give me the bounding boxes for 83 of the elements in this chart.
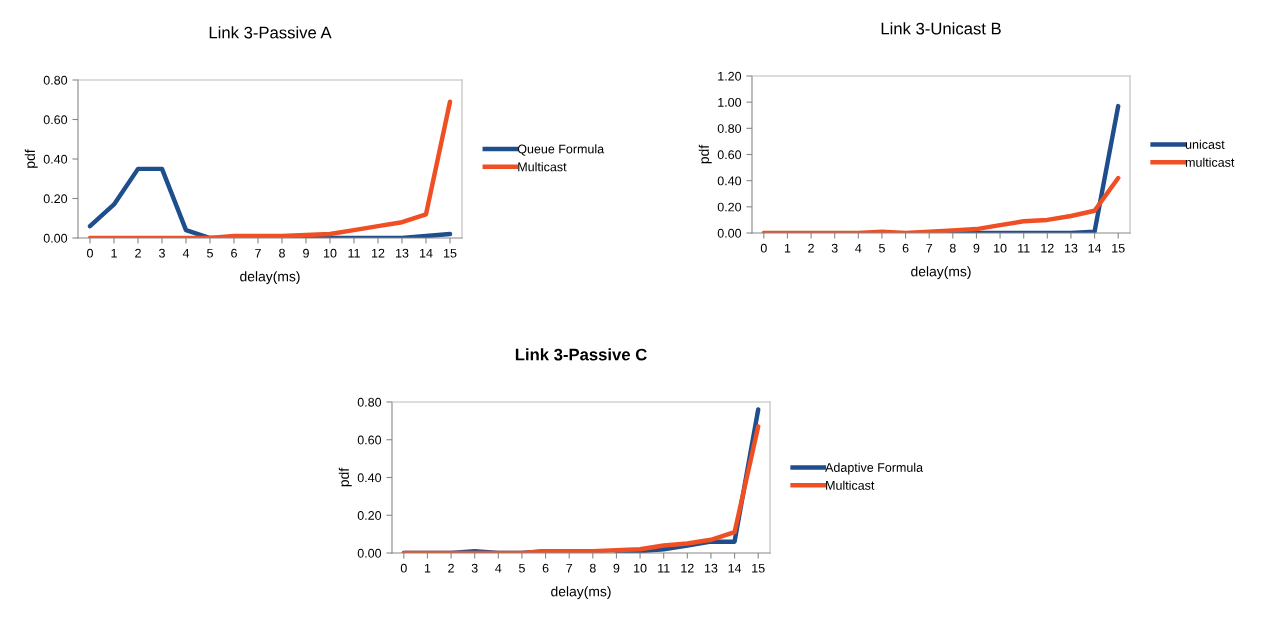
x-tick-label: 7 — [255, 248, 261, 258]
x-tick-label: 8 — [589, 563, 596, 573]
x-tick-label: 15 — [444, 248, 457, 258]
x-tick-label: 4 — [182, 248, 190, 258]
x-tick-label: 8 — [949, 243, 956, 253]
y-tick-label: 1.20 — [718, 71, 742, 81]
x-tick-label: 14 — [420, 248, 433, 258]
x-tick-label: 10 — [634, 563, 647, 573]
x-tick-label: 14 — [1088, 243, 1102, 253]
x-tick-label: 6 — [902, 243, 909, 253]
x-tick-label: 13 — [704, 563, 718, 573]
y-tick-label: 0.20 — [357, 511, 382, 520]
y-tick-label: 0.60 — [357, 435, 382, 445]
x-tick-label: 5 — [518, 563, 525, 573]
x-tick-label: 11 — [348, 248, 360, 258]
x-tick-label: 0 — [87, 248, 93, 258]
y-tick-label: 0.40 — [717, 176, 742, 186]
x-tick-label: 9 — [973, 243, 980, 253]
legend-label: multicast — [1185, 157, 1235, 167]
x-tick-label: 10 — [994, 243, 1007, 253]
x-tick-label: 3 — [159, 248, 165, 258]
x-tick-label: 9 — [303, 248, 309, 258]
x-tick-label: 15 — [752, 563, 765, 573]
x-tick-label: 15 — [1112, 243, 1125, 253]
x-tick-label: 12 — [681, 563, 694, 573]
x-tick-label: 5 — [878, 243, 885, 253]
legend-label: unicast — [1185, 139, 1225, 149]
x-tick-label: 6 — [231, 248, 237, 258]
x-axis-title: delay(ms) — [240, 271, 300, 285]
y-axis-title: pdf — [24, 149, 38, 168]
x-tick-label: 1 — [424, 563, 431, 573]
y-tick-label: 0.80 — [357, 397, 382, 407]
chart-title: Link 3-Passive A — [209, 26, 332, 39]
line-series — [401, 424, 761, 553]
x-tick-label: 0 — [760, 243, 767, 253]
chart-title: Link 3-Passive C — [515, 348, 647, 361]
x-tick-label: 1 — [784, 243, 791, 253]
y-tick-label: 0.00 — [43, 233, 68, 243]
x-tick-label: 4 — [855, 243, 862, 253]
x-axis-title: delay(ms) — [911, 266, 971, 280]
line-series — [761, 175, 1121, 233]
y-tick-label: 0.80 — [717, 124, 742, 133]
x-tick-label: 11 — [658, 563, 670, 573]
y-tick-label: 0.60 — [43, 115, 68, 125]
line-series — [87, 99, 453, 238]
x-tick-label: 13 — [396, 248, 409, 258]
x-tick-label: 11 — [1018, 243, 1030, 253]
y-tick-label: 0.00 — [357, 548, 382, 558]
y-tick-label: 0.40 — [43, 154, 68, 164]
x-tick-label: 10 — [324, 248, 337, 258]
y-tick-label: 0.40 — [357, 473, 382, 483]
x-tick-label: 8 — [279, 248, 285, 258]
x-tick-label: 1 — [111, 248, 117, 258]
x-tick-label: 14 — [728, 563, 742, 573]
legend-label: Multicast — [826, 480, 875, 490]
x-tick-label: 4 — [495, 563, 502, 573]
legend-label: Queue Formula — [517, 144, 605, 156]
x-tick-label: 2 — [135, 248, 141, 258]
y-tick-label: 0.20 — [43, 194, 68, 204]
y-tick-label: 0.00 — [717, 228, 742, 238]
x-tick-label: 2 — [808, 243, 814, 253]
y-tick-label: 0.20 — [717, 202, 742, 212]
x-axis-title: delay(ms) — [551, 586, 611, 600]
chart-title: Link 3-Unicast B — [881, 22, 1001, 35]
x-tick-label: 12 — [1041, 243, 1054, 253]
y-tick-label: 0.80 — [43, 75, 68, 85]
x-tick-label: 5 — [207, 248, 213, 258]
x-tick-label: 12 — [372, 248, 385, 258]
legend-label: Adaptive Formula — [825, 462, 924, 475]
x-tick-label: 9 — [613, 563, 620, 573]
y-axis-title: pdf — [698, 144, 712, 164]
x-tick-label: 2 — [448, 563, 454, 573]
x-tick-label: 7 — [926, 243, 933, 253]
y-axis-title: pdf — [338, 467, 352, 487]
x-tick-label: 3 — [471, 563, 478, 573]
x-tick-label: 7 — [566, 563, 573, 573]
x-tick-label: 6 — [542, 563, 549, 573]
y-tick-label: 0.60 — [717, 150, 742, 160]
x-tick-label: 13 — [1064, 243, 1078, 253]
y-tick-label: 1.00 — [718, 97, 742, 107]
x-tick-label: 0 — [400, 563, 407, 573]
x-tick-label: 3 — [831, 243, 838, 253]
legend-label: Multicast — [518, 162, 567, 172]
